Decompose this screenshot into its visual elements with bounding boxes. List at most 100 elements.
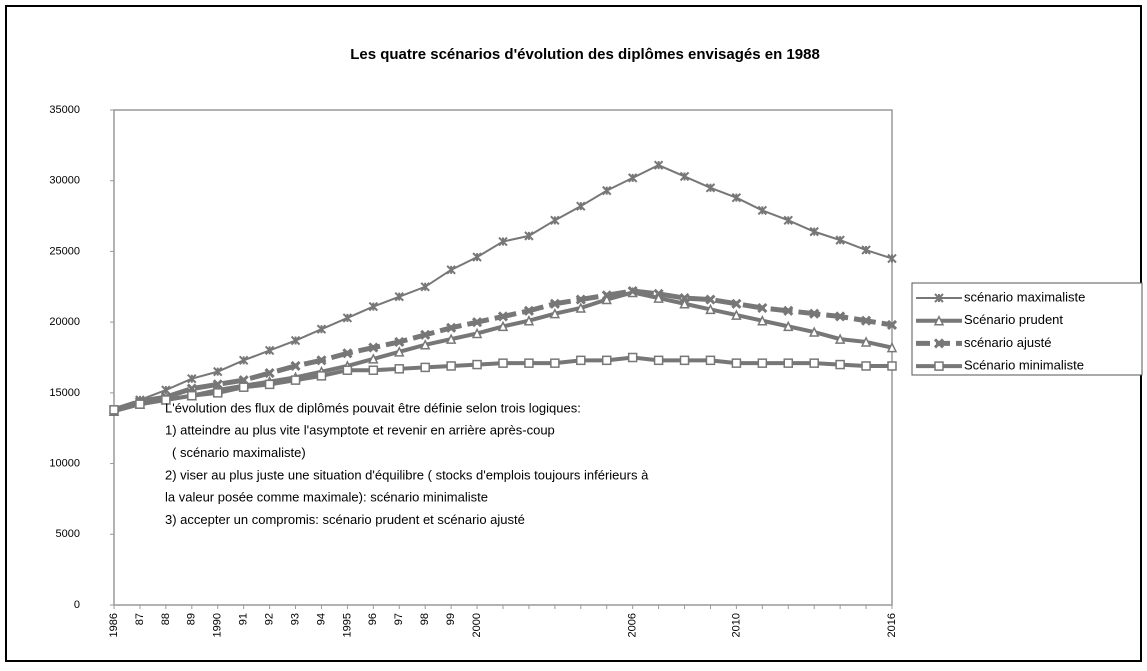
marker [290, 360, 301, 372]
marker [342, 348, 353, 359]
marker [757, 302, 768, 314]
marker-shape [757, 358, 768, 368]
annotation: la valeur posée comme maximale): scénari… [165, 490, 488, 505]
x-tick-label: 2006 [627, 613, 639, 637]
marker [705, 183, 716, 193]
marker-shape [549, 298, 560, 309]
marker-shape [550, 215, 560, 226]
marker [420, 329, 431, 340]
marker-shape [368, 353, 379, 364]
marker-shape [601, 355, 612, 366]
marker [886, 341, 898, 353]
marker [679, 171, 690, 182]
marker [679, 298, 690, 309]
x-tick-label: 1990 [212, 613, 224, 637]
marker [316, 371, 327, 381]
marker [497, 311, 509, 322]
x-tick-label: 92 [264, 613, 276, 625]
marker [550, 215, 560, 226]
marker-shape [316, 371, 327, 381]
marker [757, 205, 768, 216]
marker-shape [933, 315, 945, 326]
marker [934, 361, 944, 371]
marker [783, 215, 793, 226]
marker [679, 355, 690, 366]
marker-shape [809, 226, 819, 237]
y-tick-label: 35000 [49, 104, 80, 116]
marker [420, 362, 430, 373]
marker [471, 327, 483, 339]
marker [549, 307, 561, 319]
marker-shape [731, 358, 742, 368]
marker [394, 291, 404, 302]
marker-shape [934, 293, 944, 303]
marker-shape [472, 317, 483, 328]
marker [809, 308, 820, 319]
marker [860, 336, 872, 347]
marker-shape [497, 320, 509, 332]
marker-shape [731, 298, 742, 309]
annotation: 3) accepter un compromis: scénario prude… [165, 512, 525, 527]
marker [316, 324, 327, 334]
marker-shape [238, 382, 249, 392]
marker [135, 399, 145, 409]
marker [264, 379, 275, 390]
marker [497, 320, 509, 332]
marker-shape [575, 294, 586, 305]
marker [472, 252, 482, 262]
marker-shape [264, 367, 275, 379]
marker [933, 315, 945, 326]
marker-shape [601, 293, 612, 305]
marker-shape [731, 192, 742, 203]
y-tick-label: 30000 [49, 175, 80, 187]
marker [109, 405, 119, 415]
marker-shape [264, 345, 275, 356]
marker-shape [602, 185, 612, 196]
marker [523, 305, 534, 316]
marker-shape [731, 309, 742, 320]
marker [524, 358, 534, 368]
marker-shape [368, 301, 379, 312]
marker [835, 311, 846, 322]
x-tick-label: 99 [445, 613, 457, 625]
annotation: L'évolution des flux de diplômés pouvait… [165, 400, 581, 415]
marker-shape [394, 364, 405, 374]
marker-shape [886, 319, 898, 331]
marker-shape [809, 358, 819, 368]
marker [783, 320, 794, 332]
marker-shape [290, 335, 301, 346]
marker [653, 288, 664, 299]
marker [264, 345, 275, 356]
x-tick-label: 2010 [730, 613, 742, 637]
marker-shape [861, 361, 871, 371]
marker [653, 355, 664, 366]
marker-shape [497, 311, 509, 322]
marker [627, 285, 638, 297]
marker-shape [783, 358, 794, 368]
marker-shape [783, 305, 794, 316]
marker [290, 375, 301, 385]
marker-shape [705, 303, 716, 315]
marker [472, 359, 482, 370]
marker [601, 355, 612, 366]
marker-shape [627, 352, 638, 363]
marker-shape [576, 201, 586, 211]
marker [394, 346, 405, 357]
marker-shape [679, 355, 690, 366]
marker-shape [394, 346, 405, 357]
marker-shape [757, 205, 768, 216]
marker [705, 355, 716, 366]
marker-shape [834, 333, 846, 344]
marker-shape [653, 288, 664, 299]
marker-shape [705, 294, 716, 305]
marker-shape [472, 359, 482, 370]
marker-shape [808, 326, 820, 337]
x-tick-label: 2000 [471, 613, 483, 637]
marker [368, 301, 379, 312]
marker-shape [575, 302, 587, 313]
y-tick-label: 0 [74, 599, 80, 611]
marker-shape [653, 292, 664, 303]
marker-shape [861, 315, 872, 326]
legend-label: Scénario minimaliste [964, 358, 1084, 373]
